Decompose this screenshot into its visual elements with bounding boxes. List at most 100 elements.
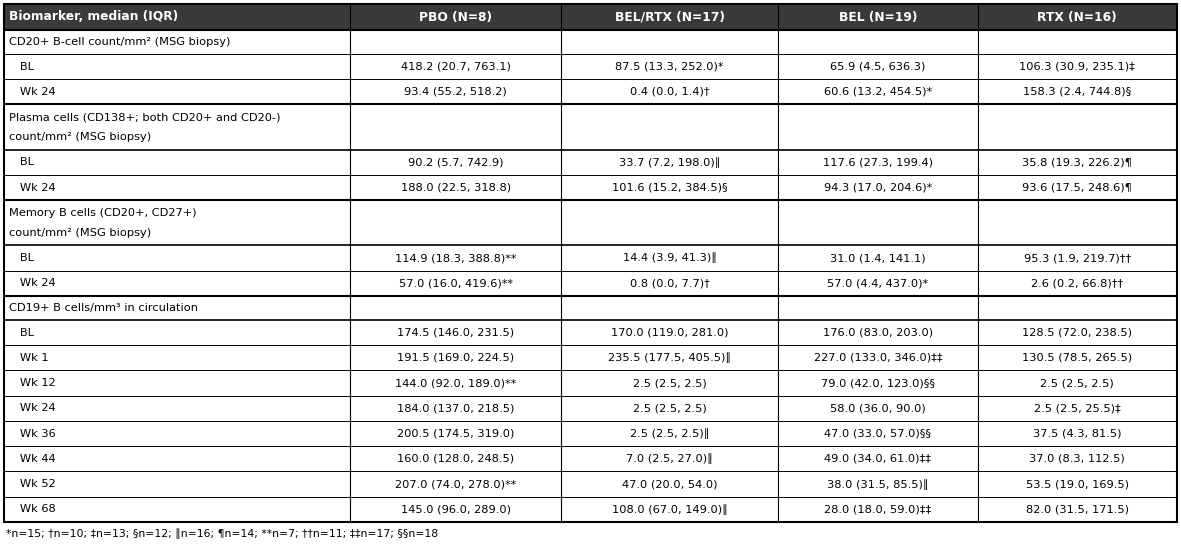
Text: 128.5 (72.0, 238.5): 128.5 (72.0, 238.5) [1023,328,1133,338]
Text: Wk 24: Wk 24 [9,182,56,192]
Bar [4,496,1177,522]
Text: 2.6 (0.2, 66.8)††: 2.6 (0.2, 66.8)†† [1031,278,1123,288]
Text: Wk 36: Wk 36 [9,429,56,438]
Text: 0.8 (0.0, 7.7)†: 0.8 (0.0, 7.7)† [629,278,710,288]
Text: 37.5 (4.3, 81.5): 37.5 (4.3, 81.5) [1033,429,1122,438]
Text: 87.5 (13.3, 252.0)*: 87.5 (13.3, 252.0)* [615,61,724,72]
Text: BL: BL [9,157,34,167]
Text: 82.0 (31.5, 171.5): 82.0 (31.5, 171.5) [1026,504,1129,515]
Bar [4,271,1177,296]
Bar [4,370,1177,396]
Bar [4,320,1177,345]
Text: 2.5 (2.5, 2.5)∥: 2.5 (2.5, 2.5)∥ [629,428,710,439]
Text: 58.0 (36.0, 90.0): 58.0 (36.0, 90.0) [830,403,926,413]
Text: 160.0 (128.0, 248.5): 160.0 (128.0, 248.5) [397,454,514,464]
Text: Wk 1: Wk 1 [9,353,48,363]
Text: 191.5 (169.0, 224.5): 191.5 (169.0, 224.5) [397,353,514,363]
Text: 33.7 (7.2, 198.0)∥: 33.7 (7.2, 198.0)∥ [619,157,720,168]
Text: Biomarker, median (IQR): Biomarker, median (IQR) [9,10,178,24]
Text: 207.0 (74.0, 278.0)**: 207.0 (74.0, 278.0)** [394,479,516,489]
Text: BEL (N=19): BEL (N=19) [839,10,918,24]
Text: 65.9 (4.5, 636.3): 65.9 (4.5, 636.3) [830,61,926,72]
Text: 38.0 (31.5, 85.5)∥: 38.0 (31.5, 85.5)∥ [827,479,928,489]
Text: 114.9 (18.3, 388.8)**: 114.9 (18.3, 388.8)** [394,253,516,263]
Text: BL: BL [9,61,34,72]
Text: 93.4 (55.2, 518.2): 93.4 (55.2, 518.2) [404,87,507,97]
Text: 95.3 (1.9, 219.7)††: 95.3 (1.9, 219.7)†† [1024,253,1131,263]
Text: *n=15; †n=10; ‡n=13; §n=12; ∥n=16; ¶n=14; **n=7; ††n=11; ‡‡n=17; §§n=18: *n=15; †n=10; ‡n=13; §n=12; ∥n=16; ¶n=14… [6,528,438,539]
Text: 53.5 (19.0, 169.5): 53.5 (19.0, 169.5) [1026,479,1129,489]
Text: BEL/RTX (N=17): BEL/RTX (N=17) [615,10,725,24]
Text: 184.0 (137.0, 218.5): 184.0 (137.0, 218.5) [397,403,514,413]
Bar [4,4,1177,30]
Bar [4,150,1177,175]
Bar [4,175,1177,200]
Bar [4,296,1177,320]
Text: 7.0 (2.5, 27.0)∥: 7.0 (2.5, 27.0)∥ [626,453,713,464]
Bar [4,396,1177,421]
Text: 418.2 (20.7, 763.1): 418.2 (20.7, 763.1) [400,61,510,72]
Text: 90.2 (5.7, 742.9): 90.2 (5.7, 742.9) [407,157,503,167]
Text: Wk 12: Wk 12 [9,378,56,388]
Bar [4,345,1177,370]
Bar [4,200,1177,246]
Text: 57.0 (4.4, 437.0)*: 57.0 (4.4, 437.0)* [828,278,928,288]
Text: Wk 44: Wk 44 [9,454,56,464]
Text: 2.5 (2.5, 2.5): 2.5 (2.5, 2.5) [1040,378,1114,388]
Text: 14.4 (3.9, 41.3)∥: 14.4 (3.9, 41.3)∥ [622,253,717,264]
Text: count/mm² (MSG biopsy): count/mm² (MSG biopsy) [9,228,151,238]
Text: 106.3 (30.9, 235.1)‡: 106.3 (30.9, 235.1)‡ [1019,61,1135,72]
Text: 47.0 (20.0, 54.0): 47.0 (20.0, 54.0) [622,479,717,489]
Text: Wk 24: Wk 24 [9,403,56,413]
Text: 117.6 (27.3, 199.4): 117.6 (27.3, 199.4) [823,157,933,167]
Text: 28.0 (18.0, 59.0)‡‡: 28.0 (18.0, 59.0)‡‡ [824,504,932,515]
Text: 2.5 (2.5, 2.5): 2.5 (2.5, 2.5) [633,403,706,413]
Text: Wk 24: Wk 24 [9,87,56,97]
Text: 200.5 (174.5, 319.0): 200.5 (174.5, 319.0) [397,429,514,438]
Bar [4,79,1177,105]
Text: 2.5 (2.5, 2.5): 2.5 (2.5, 2.5) [633,378,706,388]
Text: BL: BL [9,328,34,338]
Bar [4,446,1177,471]
Text: Wk 68: Wk 68 [9,504,56,515]
Text: Wk 24: Wk 24 [9,278,56,288]
Text: 57.0 (16.0, 419.6)**: 57.0 (16.0, 419.6)** [399,278,513,288]
Text: 235.5 (177.5, 405.5)∥: 235.5 (177.5, 405.5)∥ [608,352,731,363]
Text: 176.0 (83.0, 203.0): 176.0 (83.0, 203.0) [823,328,933,338]
Text: 170.0 (119.0, 281.0): 170.0 (119.0, 281.0) [611,328,729,338]
Text: Plasma cells (CD138+; both CD20+ and CD20-): Plasma cells (CD138+; both CD20+ and CD2… [9,112,281,122]
Text: 79.0 (42.0, 123.0)§§: 79.0 (42.0, 123.0)§§ [821,378,935,388]
Text: 47.0 (33.0, 57.0)§§: 47.0 (33.0, 57.0)§§ [824,429,932,438]
Text: 0.4 (0.0, 1.4)†: 0.4 (0.0, 1.4)† [629,87,710,97]
Text: 60.6 (13.2, 454.5)*: 60.6 (13.2, 454.5)* [824,87,932,97]
Bar [4,105,1177,150]
Text: BL: BL [9,253,34,263]
Text: PBO (N=8): PBO (N=8) [419,10,492,24]
Text: 227.0 (133.0, 346.0)‡‡: 227.0 (133.0, 346.0)‡‡ [814,353,942,363]
Text: 35.8 (19.3, 226.2)¶: 35.8 (19.3, 226.2)¶ [1023,157,1133,167]
Text: 37.0 (8.3, 112.5): 37.0 (8.3, 112.5) [1030,454,1125,464]
Text: RTX (N=16): RTX (N=16) [1037,10,1117,24]
Text: 94.3 (17.0, 204.6)*: 94.3 (17.0, 204.6)* [824,182,932,192]
Text: 174.5 (146.0, 231.5): 174.5 (146.0, 231.5) [397,328,514,338]
Text: CD20+ B-cell count/mm² (MSG biopsy): CD20+ B-cell count/mm² (MSG biopsy) [9,37,230,47]
Text: Memory B cells (CD20+, CD27+): Memory B cells (CD20+, CD27+) [9,208,196,218]
Text: Wk 52: Wk 52 [9,479,56,489]
Text: 101.6 (15.2, 384.5)§: 101.6 (15.2, 384.5)§ [612,182,727,192]
Text: CD19+ B cells/mm³ in circulation: CD19+ B cells/mm³ in circulation [9,303,198,313]
Bar [4,30,1177,54]
Text: count/mm² (MSG biopsy): count/mm² (MSG biopsy) [9,132,151,142]
Bar [4,246,1177,271]
Text: 144.0 (92.0, 189.0)**: 144.0 (92.0, 189.0)** [394,378,516,388]
Bar [4,54,1177,79]
Text: 188.0 (22.5, 318.8): 188.0 (22.5, 318.8) [400,182,510,192]
Text: 108.0 (67.0, 149.0)∥: 108.0 (67.0, 149.0)∥ [612,504,727,515]
Bar [4,471,1177,496]
Text: 145.0 (96.0, 289.0): 145.0 (96.0, 289.0) [400,504,510,515]
Bar [4,421,1177,446]
Text: 93.6 (17.5, 248.6)¶: 93.6 (17.5, 248.6)¶ [1023,182,1133,192]
Text: 130.5 (78.5, 265.5): 130.5 (78.5, 265.5) [1023,353,1133,363]
Text: 49.0 (34.0, 61.0)‡‡: 49.0 (34.0, 61.0)‡‡ [824,454,932,464]
Text: 158.3 (2.4, 744.8)§: 158.3 (2.4, 744.8)§ [1023,87,1131,97]
Text: 2.5 (2.5, 25.5)‡: 2.5 (2.5, 25.5)‡ [1033,403,1121,413]
